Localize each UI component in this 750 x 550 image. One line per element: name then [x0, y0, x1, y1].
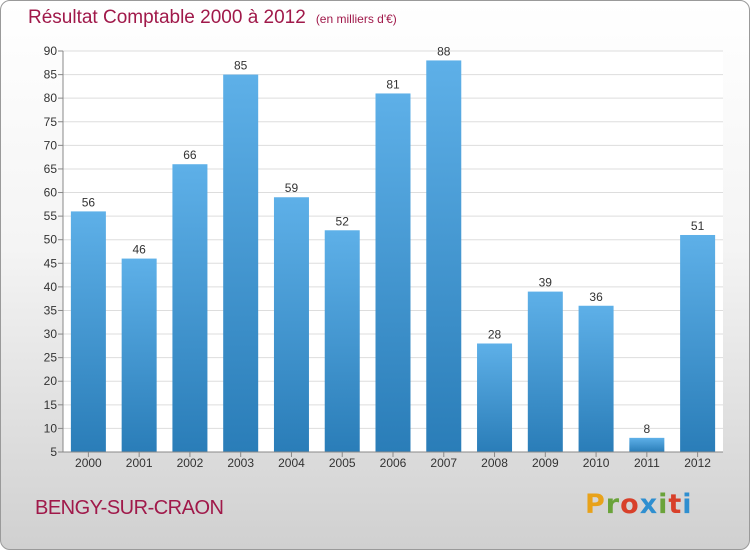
x-tick-label: 2000 — [75, 456, 102, 470]
y-tick-label: 20 — [44, 374, 58, 388]
bar — [578, 305, 614, 452]
bar-value-label: 85 — [234, 59, 248, 73]
x-tick-label: 2002 — [177, 456, 204, 470]
bar — [273, 197, 309, 452]
x-tick-label: 2011 — [634, 456, 660, 470]
y-tick-label: 55 — [44, 209, 58, 223]
logo-letter: P — [585, 489, 606, 520]
y-tick-label: 65 — [44, 162, 58, 176]
y-tick-label: 10 — [44, 421, 58, 435]
y-tick-label: 40 — [44, 280, 58, 294]
chart-title: Résultat Comptable 2000 à 2012 (en millie… — [28, 7, 397, 29]
y-tick-label: 85 — [44, 68, 58, 82]
y-tick-label: 25 — [44, 351, 58, 365]
bar-value-label: 81 — [386, 77, 400, 91]
bar-value-label: 46 — [132, 243, 146, 257]
logo-letter: i — [658, 489, 669, 520]
bar — [324, 230, 360, 452]
bar-value-label: 59 — [285, 181, 299, 195]
x-tick-label: 2010 — [583, 456, 610, 470]
y-tick-label: 15 — [44, 398, 58, 412]
bar-value-label: 88 — [437, 44, 451, 58]
x-tick-label: 2005 — [329, 456, 356, 470]
y-tick-label: 5 — [50, 445, 57, 459]
bar-value-label: 56 — [82, 195, 96, 209]
y-tick-label: 30 — [44, 327, 58, 341]
bars — [70, 60, 716, 453]
x-tick-label: 2009 — [532, 456, 559, 470]
bar — [70, 211, 106, 452]
chart-title-text: Résultat Comptable 2000 à 2012 — [28, 7, 306, 28]
bar — [477, 343, 513, 452]
bar — [375, 93, 411, 452]
city-name: BENGY-SUR-CRAON — [35, 497, 224, 519]
chart-title-unit: (en milliers d'€) — [315, 12, 397, 26]
x-tick-label: 2008 — [481, 456, 508, 470]
bar-value-label: 36 — [589, 290, 603, 304]
logo-letter: t — [668, 489, 683, 520]
x-tick-label: 2003 — [227, 456, 254, 470]
bar — [223, 74, 259, 453]
bar — [527, 291, 563, 452]
logo-letter: i — [682, 489, 693, 520]
x-tick-label: 2012 — [684, 456, 711, 470]
logo-letter: x — [639, 489, 659, 520]
logo-letter: o — [620, 489, 640, 520]
y-axis: 5 10 15 20 25 30 35 40 45 50 55 60 65 70 75 80 85 90 — [44, 44, 64, 459]
y-tick-label: 50 — [44, 233, 58, 247]
y-tick-label: 80 — [44, 91, 58, 105]
bar-value-label: 8 — [644, 422, 651, 436]
bar-value-label: 66 — [183, 148, 197, 162]
logo-letter: r — [605, 489, 621, 520]
bar — [172, 164, 208, 453]
bar — [121, 258, 157, 452]
y-tick-label: 75 — [44, 115, 58, 129]
x-tick-label: 2001 — [126, 456, 153, 470]
bar-value-label: 28 — [488, 327, 502, 341]
x-axis: 2000 2001 2002 2003 2004 2005 2006 2007 2008 2009… — [63, 451, 723, 470]
proxiti-logo[interactable]: Proxiti — [585, 489, 693, 520]
y-tick-label: 60 — [44, 186, 58, 200]
x-tick-label: 2004 — [278, 456, 305, 470]
y-tick-label: 45 — [44, 256, 58, 270]
x-tick-label: 2006 — [380, 456, 407, 470]
bar — [680, 234, 716, 452]
bar-value-label: 51 — [691, 219, 705, 233]
y-tick-label: 70 — [44, 138, 58, 152]
bar-value-label: 52 — [336, 214, 350, 228]
x-tick-label: 2007 — [430, 456, 457, 470]
y-tick-label: 35 — [44, 303, 58, 317]
value-labels: 56 46 66 85 59 52 81 88 28 39 36 8 51 — [82, 44, 705, 435]
bar — [426, 60, 462, 452]
bar-value-label: 39 — [539, 276, 553, 290]
y-tick-label: 90 — [44, 44, 58, 58]
bar — [629, 437, 665, 452]
